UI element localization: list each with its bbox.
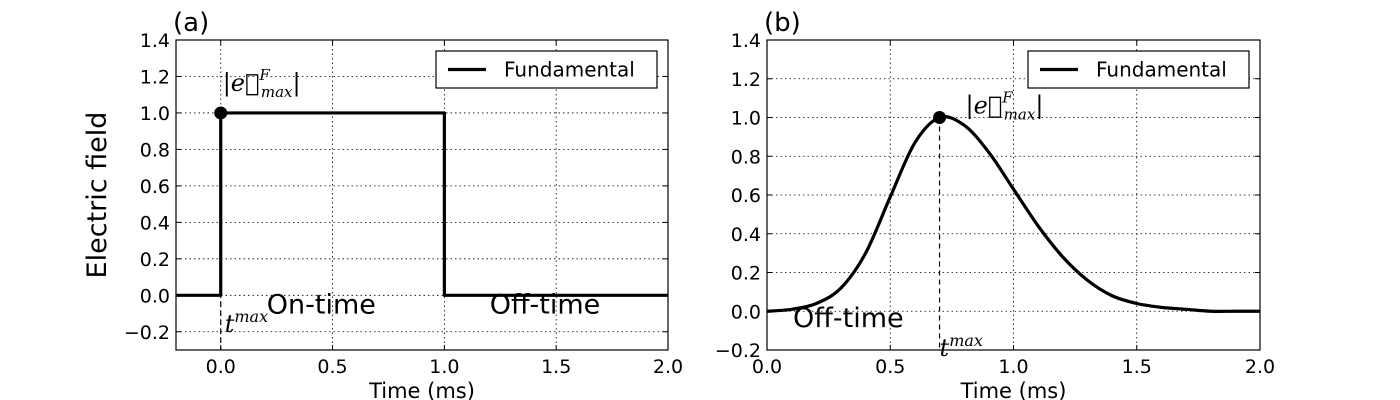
x-tick-label: 1.5	[541, 356, 571, 378]
axes-frame	[175, 39, 669, 351]
legend-box	[435, 50, 658, 89]
peak-marker	[933, 111, 947, 124]
x-tick-label: 1.5	[1122, 356, 1152, 378]
x-tick-label: 2.0	[1245, 356, 1275, 378]
x-tick-label: 0.0	[206, 356, 236, 378]
tmax-label: tmax	[225, 307, 268, 338]
y-tick-label: 0.4	[731, 224, 761, 246]
y-tick-label: 1.2	[731, 69, 761, 91]
y-tick-label: 0.8	[140, 139, 170, 161]
x-axis-label: Time (ms)	[368, 379, 475, 400]
tmax-label: tmax	[940, 331, 983, 362]
off-time-label: Off-time	[793, 303, 904, 334]
x-axis-label: Time (ms)	[960, 379, 1067, 400]
x-tick-label: 0.5	[875, 356, 905, 378]
x-tick-label: 0.0	[752, 356, 782, 378]
y-tick-label: 0.0	[140, 285, 170, 307]
y-tick-label: 1.2	[140, 66, 170, 88]
y-tick-label: 0.6	[731, 185, 761, 207]
legend-label: Fundamental	[504, 58, 635, 82]
panel-label: (b)	[764, 8, 801, 38]
y-tick-label: 1.0	[140, 103, 170, 125]
y-tick-label: 1.0	[731, 108, 761, 130]
legend-label: Fundamental	[1096, 58, 1227, 82]
x-tick-label: 2.0	[653, 356, 683, 378]
legend: Fundamental	[435, 50, 658, 89]
peak-label: |e⃗F max|	[966, 89, 1044, 124]
y-tick-label: −0.2	[715, 340, 761, 362]
on-time-label: On-time	[267, 290, 376, 321]
x-tick-label: 1.0	[998, 356, 1028, 378]
y-axis-label: Electric field	[82, 112, 113, 279]
panel-b: 0.0 0.5 1.0 1.5 2.0−0.20.00.20.40.60.81.01.2…	[715, 8, 1275, 400]
y-tick-label: −0.2	[124, 322, 170, 344]
y-tick-label: 0.4	[140, 212, 170, 234]
x-tick-label: 1.0	[429, 356, 459, 378]
legend: Fundamental	[1027, 50, 1250, 89]
panel-a: 0.0 0.5 1.0 1.5 2.0 −0.2 0.0 0.2 0.4 0.6 0.8 1.0 1.2…	[82, 8, 683, 400]
y-tick-label: 0.8	[731, 146, 761, 168]
panel-label: (a)	[173, 8, 209, 38]
y-tick-label: 0.2	[140, 249, 170, 271]
series-line	[766, 115, 1260, 313]
y-tick-label: 1.4	[731, 30, 761, 52]
y-tick-label: 0.0	[731, 301, 761, 323]
y-tick-label: 0.6	[140, 176, 170, 198]
x-tick-label: 0.5	[317, 356, 347, 378]
series-line	[176, 111, 668, 297]
peak-marker	[214, 106, 228, 120]
y-tick-label: 1.4	[140, 30, 170, 52]
peak-label: |e⃗F max|	[223, 66, 301, 101]
y-tick-label: 0.2	[731, 263, 761, 285]
off-time-label: Off-time	[490, 290, 601, 321]
